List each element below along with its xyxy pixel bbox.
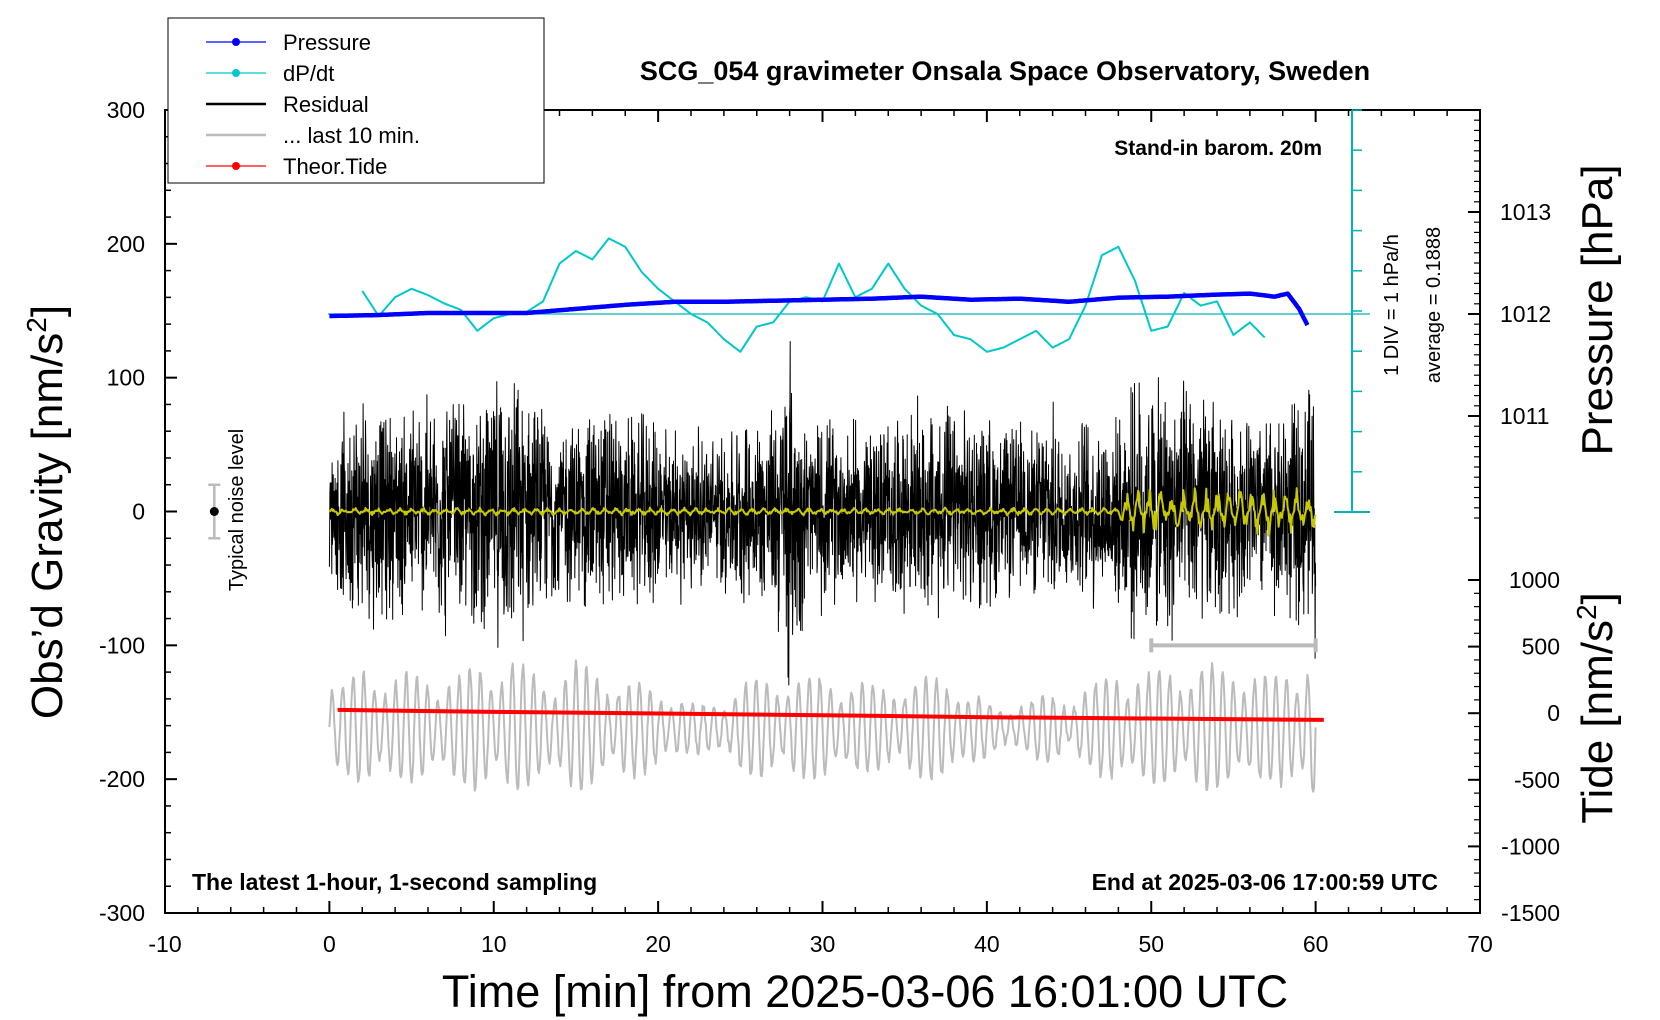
tide-tick-label: -500 [1514,767,1560,793]
residual-line [328,341,1317,686]
last-10-min-line [328,659,1317,793]
tide-tick-label: 1000 [1509,567,1560,593]
x-tick-label: 70 [1467,931,1493,957]
end-time-note: End at 2025-03-06 17:00:59 UTC [1092,869,1438,895]
dpdt-line [361,237,1266,353]
y-tick-label: 0 [132,499,145,525]
x-tick-label: 30 [810,931,836,957]
y-tick-label: -300 [99,900,145,926]
legend-swatch-marker [232,162,240,170]
tide-tick-label: -1000 [1501,833,1560,859]
y-tick-label: 100 [107,365,145,391]
pressure-axis: 1013 1012 1011 [1468,119,1551,519]
pressure-axis-label: Pressure [hPa] [1573,164,1622,455]
x-tick-label: 40 [974,931,1000,957]
pressure-line [328,291,1310,327]
chart-title: SCG_054 gravimeter Onsala Space Observat… [640,56,1370,86]
legend-label: dP/dt [283,61,334,86]
left-axis-label-sup: 2 [21,317,52,333]
sampling-note: The latest 1-hour, 1-second sampling [192,869,597,895]
legend-label: Pressure [283,30,371,55]
legend-label: Residual [283,92,369,117]
noise-center-dot [209,507,219,516]
y-tick-label: 200 [107,231,145,257]
tide-tick-label: 500 [1522,634,1560,660]
left-y-axis: 300 200 100 0 -100 -200 -300 [99,97,177,926]
tide-axis: 1000 500 0 -500 -1000 -1500 [1468,567,1560,926]
x-tick-label: 0 [323,931,336,957]
tide-tick-label: -1500 [1501,900,1560,926]
x-tick-label: -10 [148,931,181,957]
y-tick-label: -100 [99,632,145,658]
last-10-min-window-marker [1149,638,1318,653]
tide-axis-label-close: ] [1573,592,1622,604]
legend-label: Theor.Tide [283,154,387,179]
legend: Pressure dP/dt Residual ... last 10 min. The… [206,30,420,179]
dpdt-scale-label: 1 DIV = 1 hPa/h [1381,234,1403,376]
x-tick-label: 10 [481,931,507,957]
last-10-min-series [328,659,1317,793]
left-axis-label: Obs’d Gravity [nm/s2] [21,305,72,719]
tide-line [337,707,1324,722]
x-tick-label: 20 [645,931,671,957]
dpdt-series [361,237,1266,353]
pressure-tick-label: 1011 [1500,403,1549,429]
pressure-tick-label: 1012 [1500,301,1551,327]
x-tick-label: 50 [1138,931,1164,957]
residual-series [328,341,1317,686]
legend-swatch-marker [232,69,240,77]
legend-label: ... last 10 min. [283,123,420,148]
dpdt-average-label: average = 0.1888 [1423,227,1445,383]
x-tick-label: 60 [1303,931,1329,957]
noise-level-label: Typical noise level [226,429,248,591]
barometer-note: Stand-in barom. 20m [1114,137,1322,160]
pressure-series [328,291,1310,327]
tide-axis-label-text: Tide [nm/s [1573,620,1622,824]
left-axis-label-text: Obs’d Gravity [nm/s [23,333,72,719]
pressure-tick-label: 1013 [1500,199,1551,225]
tide-tick-label: 0 [1547,700,1560,726]
tide-axis-label: Tide [nm/s2] [1571,592,1622,824]
x-axis: -10 0 10 20 30 40 50 60 70 [148,110,1493,957]
tide-axis-label-sup: 2 [1571,604,1602,620]
y-tick-label: -200 [99,766,145,792]
y-tick-label: 300 [107,97,145,123]
noise-level-marker [208,483,221,540]
x-axis-label: Time [min] from 2025-03-06 16:01:00 UTC [442,966,1288,1017]
left-axis-label-close: ] [23,305,72,317]
legend-swatch-marker [232,38,240,46]
residual-filtered-line [328,487,1317,537]
tide-series [337,707,1324,722]
legend-box [167,17,545,184]
